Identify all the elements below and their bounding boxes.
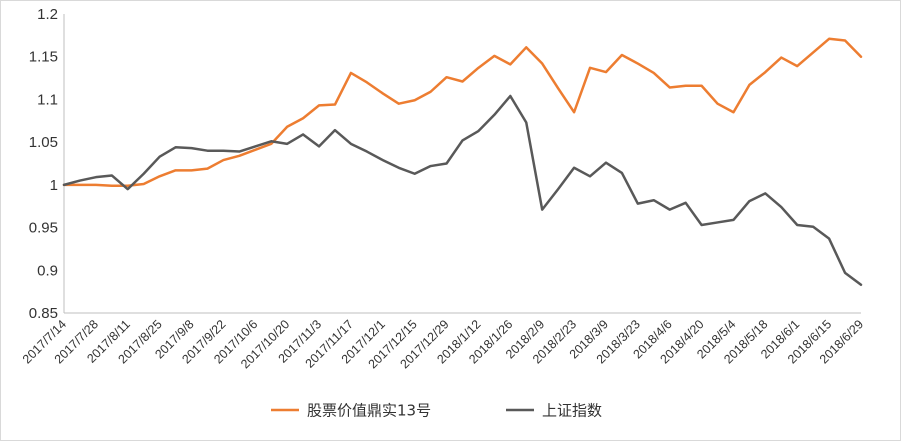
series-line (62, 94, 863, 287)
y-axis-ticks: 0.85 0.9 0.95 1 1.05 1.1 1.15 1.2 (29, 6, 58, 322)
y-tick-label: 0.95 (29, 220, 58, 237)
y-tick-label: 1.05 (29, 134, 58, 151)
y-tick-label: 1.15 (29, 49, 58, 66)
series-line (62, 37, 863, 187)
y-tick-label: 0.9 (37, 262, 58, 279)
x-axis-ticks: 2017/7/142017/7/282017/8/112017/8/252017… (20, 317, 866, 371)
legend-label: 股票价值鼎实13号 (307, 402, 431, 420)
series-lines (62, 37, 863, 287)
chart-axes (63, 14, 861, 314)
y-tick-label: 1.1 (37, 91, 58, 108)
y-tick-label: 0.85 (29, 305, 58, 322)
legend-label: 上证指数 (542, 402, 602, 420)
y-tick-label: 1 (50, 177, 58, 194)
legend: 股票价值鼎实13号 上证指数 (271, 402, 602, 420)
y-tick-label: 1.2 (37, 6, 58, 23)
